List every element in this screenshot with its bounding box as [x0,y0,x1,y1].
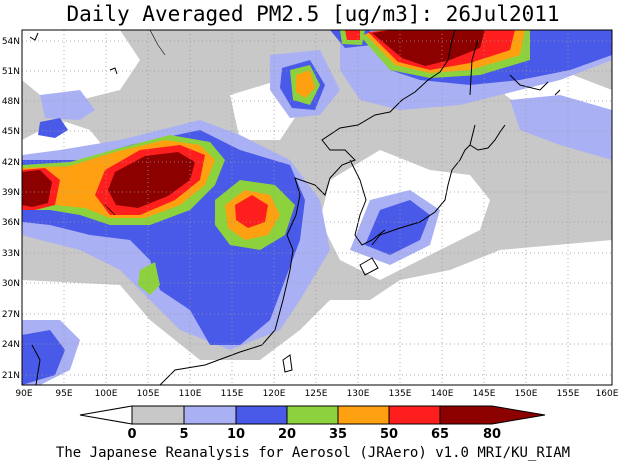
y-tick-label: 36N [2,218,20,228]
y-tick-label: 45N [2,127,20,137]
colorbar-segment [79,405,133,425]
x-tick-label: 125E [305,389,328,399]
y-tick-label: 54N [2,37,20,47]
x-tick-label: 160E [596,389,619,399]
y-tick-label: 48N [2,97,20,107]
colorbar-segment [388,405,441,425]
x-tick-label: 105E [137,389,160,399]
colorbar-label: 80 [483,427,501,442]
x-tick-label: 145E [473,389,496,399]
y-tick-label: 51N [2,67,20,77]
x-tick-label: 115E [221,389,244,399]
colorbar-segment [131,405,185,425]
y-tick-label: 21N [2,371,20,381]
map-title: Daily Averaged PM2.5 [ug/m3]: 26Jul2011 [66,2,560,26]
colorbar-label: 20 [278,427,296,442]
colorbar-label: 35 [329,427,347,442]
colorbar-label: 65 [431,427,449,442]
colorbar [79,405,546,425]
x-tick-label: 95E [55,389,72,399]
credit-line: The Japanese Reanalysis for Aerosol (JRA… [55,445,571,461]
x-tick-label: 120E [263,389,286,399]
colorbar-label: 5 [179,427,188,442]
colorbar-label: 10 [227,427,245,442]
colorbar-label: 0 [127,427,136,442]
colorbar-segment [183,405,237,425]
y-tick-label: 27N [2,310,20,320]
y-tick-label: 30N [2,279,20,289]
y-tick-label: 42N [2,158,20,168]
y-tick-label: 33N [2,249,20,259]
colorbar-segment [337,405,390,425]
x-tick-label: 155E [557,389,580,399]
x-tick-label: 100E [95,389,118,399]
y-tick-label: 39N [2,188,20,198]
x-tick-label: 90E [15,389,32,399]
colorbar-segment [235,405,288,425]
plot-frame [21,29,613,386]
y-tick-label: 24N [2,340,20,350]
x-tick-label: 130E [347,389,370,399]
concentration-field [22,30,612,385]
colorbar-segment [439,405,546,425]
colorbar-segment [286,405,339,425]
x-tick-label: 110E [179,389,202,399]
x-tick-label: 150E [515,389,538,399]
x-tick-label: 135E [389,389,412,399]
colorbar-label: 50 [380,427,398,442]
x-tick-label: 140E [431,389,454,399]
